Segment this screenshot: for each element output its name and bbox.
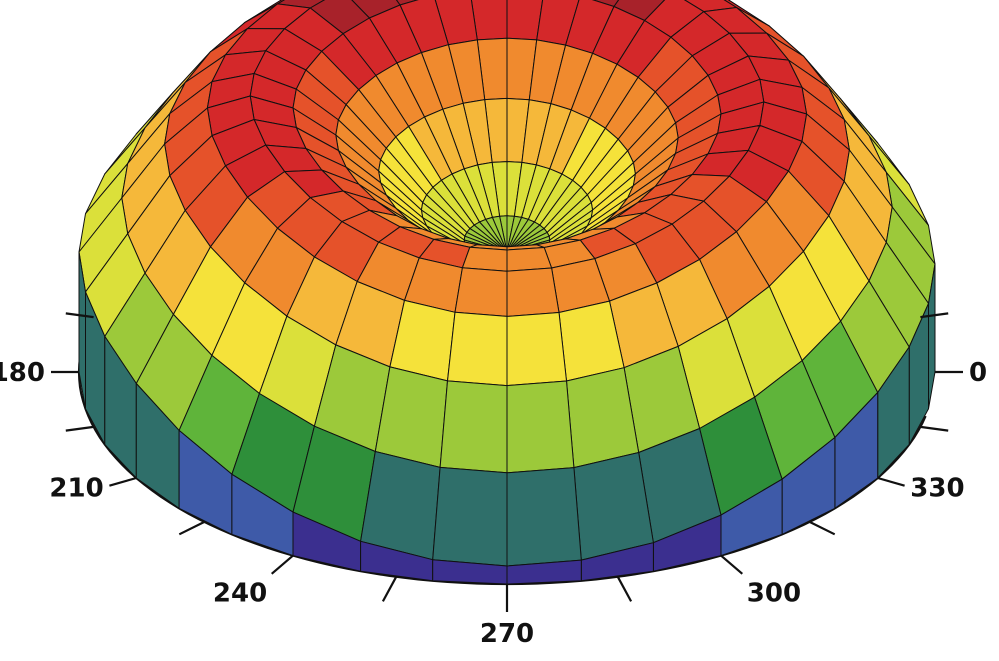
surface-cell (447, 311, 508, 387)
minor-tick (616, 576, 633, 602)
major-tick (720, 554, 744, 575)
surface-cell (506, 467, 582, 567)
surface-mesh (78, 0, 936, 585)
surface-cell (461, 246, 508, 272)
surface-cell (506, 380, 575, 474)
surface-cell (454, 267, 508, 317)
surface-cell (506, 559, 582, 585)
minor-tick (65, 312, 94, 319)
surface-cell (432, 466, 508, 567)
minor-tick (178, 520, 205, 536)
tick-label-0: 0 (969, 358, 987, 388)
tick-label-210: 210 (49, 473, 103, 503)
minor-tick (809, 520, 836, 536)
major-tick (270, 554, 294, 575)
angular-axis: 0 180 210 240 270 300 330 (0, 312, 987, 649)
surface-cell (506, 247, 553, 272)
minor-tick (920, 425, 949, 432)
surface-cell (439, 380, 508, 474)
tick-label-270: 270 (480, 619, 534, 649)
minor-tick (920, 312, 949, 319)
tick-label-300: 300 (747, 579, 801, 609)
surface-cell (506, 312, 567, 387)
tick-label-330: 330 (910, 473, 964, 503)
surface-cell (506, 267, 560, 317)
minor-tick (65, 425, 94, 432)
surface-cell (360, 451, 441, 561)
tick-label-180: 180 (0, 358, 45, 388)
surface-cell (573, 452, 654, 561)
major-tick (109, 476, 137, 487)
tick-label-240: 240 (213, 579, 267, 609)
base-ellipse (77, 327, 927, 586)
minor-tick (381, 576, 398, 602)
major-tick (877, 476, 905, 487)
base-plane (77, 327, 927, 586)
